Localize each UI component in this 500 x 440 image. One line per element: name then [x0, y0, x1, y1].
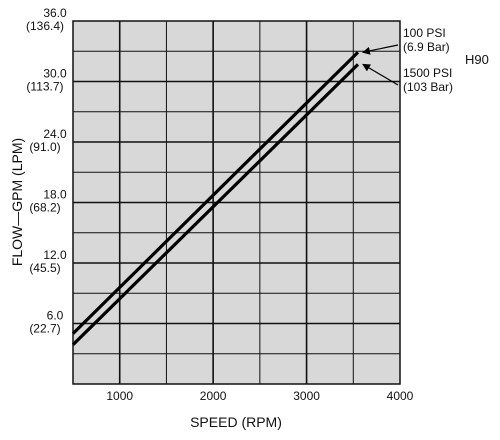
y-tick-label: 24.0 — [43, 127, 67, 141]
y-tick-label: 36.0 — [43, 6, 67, 20]
annotation-sublabel: (103 Bar) — [403, 80, 453, 94]
y-tick-label: 30.0 — [43, 67, 67, 81]
y-tick-sublabel: (91.0) — [29, 140, 60, 154]
y-tick-sublabel: (68.2) — [29, 201, 60, 215]
annotation-label: 1500 PSI — [403, 66, 452, 80]
x-axis-ticks: 1000 2000 3000 4000 — [106, 389, 413, 403]
x-tick-label: 2000 — [200, 389, 227, 403]
y-tick-label: 18.0 — [43, 188, 67, 202]
y-axis-title: FLOW—GPM (LPM) — [9, 138, 25, 266]
series-line-1 — [71, 51, 360, 335]
x-tick-label: 1000 — [106, 389, 133, 403]
y-tick-sublabel: (45.5) — [29, 261, 60, 275]
y-tick-label: 6.0 — [47, 309, 64, 323]
series-lines — [71, 51, 360, 346]
y-tick-sublabel: (113.7) — [26, 80, 63, 94]
annotation-arrow — [362, 63, 399, 86]
annotation-arrow — [361, 44, 399, 55]
y-tick-label: 12.0 — [43, 248, 67, 262]
y-tick-sublabel: (136.4) — [26, 19, 64, 33]
annotation-sublabel: (6.9 Bar) — [403, 40, 450, 54]
x-axis-title: SPEED (RPM) — [190, 414, 282, 430]
y-axis-ticks: 6.0(22.7) 12.0(45.5) 18.0(68.2) 24.0(91.0) 3… — [26, 6, 67, 336]
y-tick-sublabel: (22.7) — [29, 322, 60, 336]
x-tick-label: 4000 — [387, 389, 414, 403]
model-label: H90 — [465, 52, 489, 67]
series-annotations: 100 PSI(6.9 Bar) 1500 PSI(103 Bar) — [361, 26, 453, 94]
series-line-2 — [71, 63, 360, 346]
x-tick-label: 3000 — [293, 389, 320, 403]
annotation-label: 100 PSI — [403, 26, 446, 40]
